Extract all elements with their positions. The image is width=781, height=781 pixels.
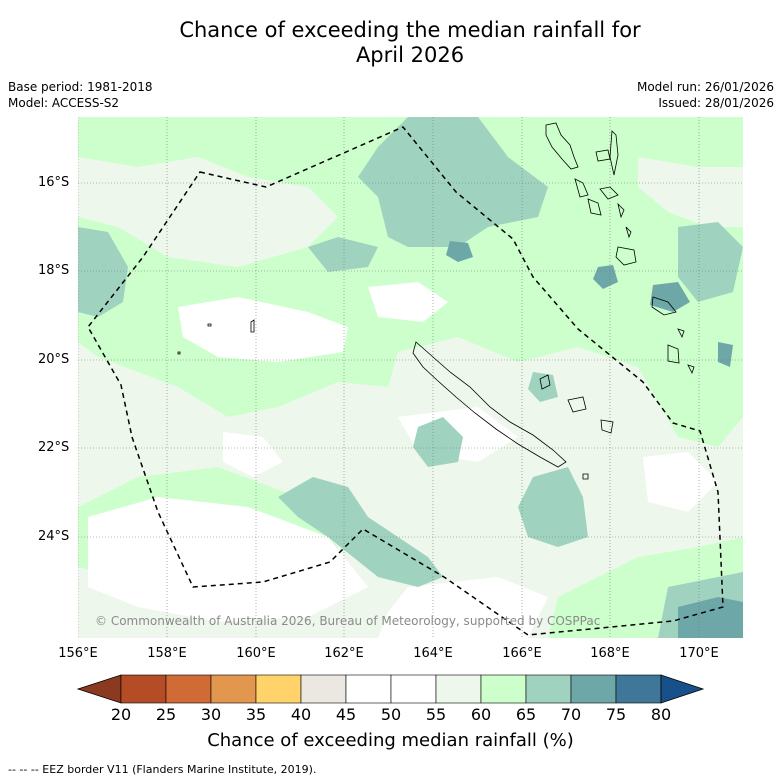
colorbar-tick-label: 20 bbox=[110, 705, 132, 724]
colorbar-segment bbox=[210, 674, 257, 704]
colorbar-segment bbox=[570, 674, 617, 704]
colorbar-tick-label: 30 bbox=[200, 705, 222, 724]
lat-label: 22°S bbox=[38, 440, 70, 455]
colorbar-segment bbox=[435, 674, 482, 704]
colorbar-segment bbox=[165, 674, 212, 704]
eez-border bbox=[87, 126, 724, 636]
lon-label: 162°E bbox=[324, 646, 364, 661]
colorbar-tick-label: 70 bbox=[560, 705, 582, 724]
lon-label: 166°E bbox=[502, 646, 542, 661]
colorbar-segment bbox=[345, 674, 392, 704]
colorbar-tick-label: 35 bbox=[245, 705, 267, 724]
lat-label: 20°S bbox=[38, 352, 70, 367]
map-canvas bbox=[78, 117, 743, 638]
colorbar-tick-label: 55 bbox=[425, 705, 447, 724]
loyalty-islands bbox=[539, 374, 614, 480]
colorbar-segment bbox=[390, 674, 437, 704]
lon-label: 158°E bbox=[147, 646, 187, 661]
colorbar-tick-label: 40 bbox=[290, 705, 312, 724]
copyright-notice: © Commonwealth of Australia 2026, Bureau… bbox=[95, 614, 601, 628]
colorbar-segment bbox=[615, 674, 662, 704]
title-line-1: Chance of exceeding the median rainfall … bbox=[179, 18, 641, 42]
colorbar-extend-high bbox=[660, 674, 705, 704]
colorbar-segment bbox=[480, 674, 527, 704]
lat-label: 18°S bbox=[38, 263, 70, 278]
colorbar-tick-label: 45 bbox=[335, 705, 357, 724]
colorbar-tick-label: 80 bbox=[650, 705, 672, 724]
colorbar-segment bbox=[255, 674, 302, 704]
lon-label: 168°E bbox=[590, 646, 630, 661]
small-islands bbox=[177, 319, 255, 355]
colorbar-tick-label: 25 bbox=[155, 705, 177, 724]
colorbar-extend-low bbox=[76, 674, 122, 704]
lat-label: 16°S bbox=[38, 175, 70, 190]
title-line-2: April 2026 bbox=[355, 43, 465, 67]
vanuatu-islands bbox=[545, 122, 695, 375]
eez-legend-note: -- -- -- EEZ border V11 (Flanders Marine… bbox=[8, 763, 317, 776]
issued-date: Issued: 28/01/2026 bbox=[658, 96, 774, 110]
colorbar-tick-label: 60 bbox=[470, 705, 492, 724]
new-caledonia-coast bbox=[412, 341, 567, 468]
lon-label: 156°E bbox=[58, 646, 98, 661]
lat-label: 24°S bbox=[38, 529, 70, 544]
colorbar-segment bbox=[120, 674, 167, 704]
colorbar-tick-label: 65 bbox=[515, 705, 537, 724]
lon-label: 160°E bbox=[236, 646, 276, 661]
lon-label: 164°E bbox=[413, 646, 453, 661]
colorbar-segment bbox=[525, 674, 572, 704]
rainfall-map bbox=[78, 117, 743, 638]
colorbar-tick-label: 75 bbox=[605, 705, 627, 724]
run-info-right: Model run: 26/01/2026 Issued: 28/01/2026 bbox=[637, 79, 774, 111]
colorbar-tick-label: 50 bbox=[380, 705, 402, 724]
colorbar-segment bbox=[300, 674, 347, 704]
lon-label: 170°E bbox=[679, 646, 719, 661]
model-run-date: Model run: 26/01/2026 bbox=[636, 80, 774, 94]
model-name: Model: ACCESS-S2 bbox=[8, 96, 120, 110]
zone-50-55 bbox=[88, 282, 718, 638]
zone-75-80 bbox=[446, 241, 743, 638]
colorbar-title: Chance of exceeding median rainfall (%) bbox=[207, 730, 574, 751]
colorbar bbox=[76, 674, 705, 704]
run-info-left: Base period: 1981-2018 Model: ACCESS-S2 bbox=[8, 79, 153, 111]
base-period: Base period: 1981-2018 bbox=[8, 80, 153, 94]
map-title: Chance of exceeding the median rainfall … bbox=[0, 18, 781, 68]
